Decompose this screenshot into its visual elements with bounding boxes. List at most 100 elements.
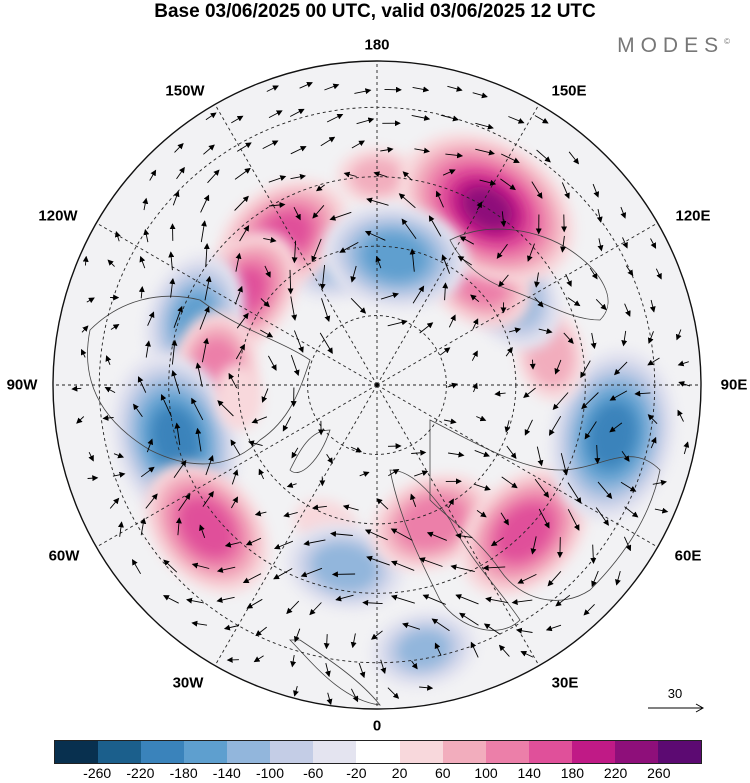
wind-vector-arrow bbox=[442, 282, 449, 301]
wind-vector-arrow bbox=[113, 452, 125, 459]
wind-vector-arrow bbox=[508, 116, 525, 124]
wind-vector-arrow bbox=[200, 220, 207, 243]
wind-vector-arrow bbox=[176, 166, 185, 180]
wind-vector-arrow bbox=[364, 529, 388, 541]
anomaly-contour bbox=[311, 543, 378, 592]
wind-vector-arrow bbox=[595, 298, 607, 311]
lon-label-180: 180 bbox=[364, 36, 390, 54]
wind-vector-arrow bbox=[195, 362, 203, 387]
wind-vector-arrow bbox=[412, 86, 430, 93]
colorbar-tick-label: -20 bbox=[346, 765, 367, 781]
wind-vector-arrow bbox=[299, 81, 313, 89]
wind-vector-arrow bbox=[459, 612, 479, 626]
wind-vector-arrow bbox=[440, 114, 459, 122]
wind-vector-arrow bbox=[174, 142, 184, 153]
wind-vector-arrow bbox=[455, 532, 473, 539]
wind-vector-arrow bbox=[168, 251, 175, 271]
wind-vector-arrow bbox=[490, 537, 504, 547]
wind-vector-arrow bbox=[590, 544, 597, 564]
wind-vector-arrow bbox=[254, 510, 267, 517]
wind-vector-arrow bbox=[447, 85, 463, 92]
wind-vector-arrow bbox=[591, 570, 599, 588]
wind-vector-arrow bbox=[398, 193, 416, 209]
lon-label-120e: 120E bbox=[675, 207, 711, 225]
wind-vector-arrow bbox=[326, 113, 344, 123]
wind-vector-arrow bbox=[523, 387, 536, 399]
wind-vector-arrow bbox=[114, 230, 121, 242]
wind-vector-arrow bbox=[371, 630, 383, 640]
wind-vector-arrow bbox=[293, 206, 301, 221]
colorbar-tick-label: 180 bbox=[560, 765, 585, 781]
wind-vector-arrow bbox=[300, 567, 323, 578]
latitude-circle bbox=[307, 315, 447, 455]
wind-vector-arrow bbox=[358, 662, 366, 679]
wind-vector-arrow bbox=[343, 171, 357, 178]
wind-vector-arrow bbox=[621, 330, 628, 347]
wind-vector-arrow bbox=[236, 312, 249, 329]
wind-vector-arrow bbox=[419, 684, 434, 691]
wind-vector-arrow bbox=[110, 324, 120, 330]
wind-vector-arrow bbox=[380, 292, 399, 300]
wind-vector-arrow bbox=[622, 237, 628, 249]
wind-vector-arrow bbox=[380, 659, 387, 675]
wind-vectors bbox=[71, 81, 691, 706]
wind-vector-arrow bbox=[474, 449, 490, 457]
coastline-east-asia bbox=[449, 228, 609, 321]
wind-vector-arrow bbox=[230, 439, 241, 456]
wind-vector-arrow bbox=[501, 153, 520, 164]
wind-vector-arrow bbox=[500, 178, 516, 191]
wind-vector-arrow bbox=[387, 687, 400, 699]
wind-vector-arrow bbox=[199, 524, 206, 539]
wind-vector-arrow bbox=[145, 493, 158, 509]
wind-vector-arrow bbox=[530, 536, 537, 555]
wind-vector-arrow bbox=[234, 195, 249, 211]
wind-vector-arrow bbox=[273, 540, 294, 550]
brand-name: MODES bbox=[617, 34, 725, 57]
wind-vector-arrow bbox=[303, 539, 326, 546]
wind-vector-arrow bbox=[581, 392, 599, 410]
wind-vector-arrow bbox=[261, 388, 269, 403]
wind-vector-arrow bbox=[231, 115, 244, 124]
meridian-line bbox=[376, 384, 658, 548]
wind-vector-arrow bbox=[675, 329, 682, 341]
colorbar-tick-label: 140 bbox=[517, 765, 541, 781]
coastline-eurasia bbox=[429, 419, 661, 601]
wind-vector-arrow bbox=[597, 481, 613, 499]
wind-vector-arrow bbox=[620, 481, 637, 492]
reference-vector: 30 bbox=[646, 686, 706, 716]
wind-vector-arrow bbox=[293, 628, 301, 643]
wind-vector-arrow bbox=[268, 110, 283, 118]
colorbar-swatch bbox=[657, 741, 701, 763]
wind-vector-arrow bbox=[476, 415, 487, 422]
wind-vector-arrow bbox=[207, 169, 220, 184]
wind-vector-arrow bbox=[350, 265, 357, 283]
wind-vector-arrow bbox=[443, 418, 457, 425]
wind-vector-arrow bbox=[531, 181, 543, 199]
wind-vector-arrow bbox=[652, 479, 667, 486]
colorbar bbox=[54, 740, 702, 764]
meridian-line bbox=[376, 384, 540, 666]
wind-vector-arrow bbox=[647, 357, 660, 366]
wind-vector-arrow bbox=[131, 559, 141, 575]
wind-vector-arrow bbox=[476, 201, 483, 211]
wind-vector-arrow bbox=[228, 372, 238, 389]
wind-vector-arrow bbox=[471, 350, 478, 361]
wind-vector-arrow bbox=[649, 299, 656, 313]
wind-vector-arrow bbox=[388, 468, 400, 477]
wind-vector-arrow bbox=[428, 215, 442, 237]
wind-vector-arrow bbox=[376, 498, 389, 510]
wind-vector-arrow bbox=[143, 228, 150, 243]
wind-vector-arrow bbox=[290, 354, 300, 377]
wind-vector-arrow bbox=[527, 243, 535, 262]
lon-label-90w: 90W bbox=[6, 376, 38, 394]
wind-vector-arrow bbox=[448, 314, 456, 328]
wind-vector-arrow bbox=[678, 381, 691, 387]
wind-vector-arrow bbox=[524, 419, 533, 436]
lon-label-0: 0 bbox=[372, 717, 382, 735]
wind-vector-arrow bbox=[236, 142, 252, 152]
wind-vector-arrow bbox=[142, 197, 149, 211]
wind-vector-arrow bbox=[567, 297, 581, 307]
wind-vector-arrow bbox=[149, 169, 157, 181]
wind-vector-arrow bbox=[329, 211, 352, 221]
wind-vector-arrow bbox=[350, 297, 367, 314]
